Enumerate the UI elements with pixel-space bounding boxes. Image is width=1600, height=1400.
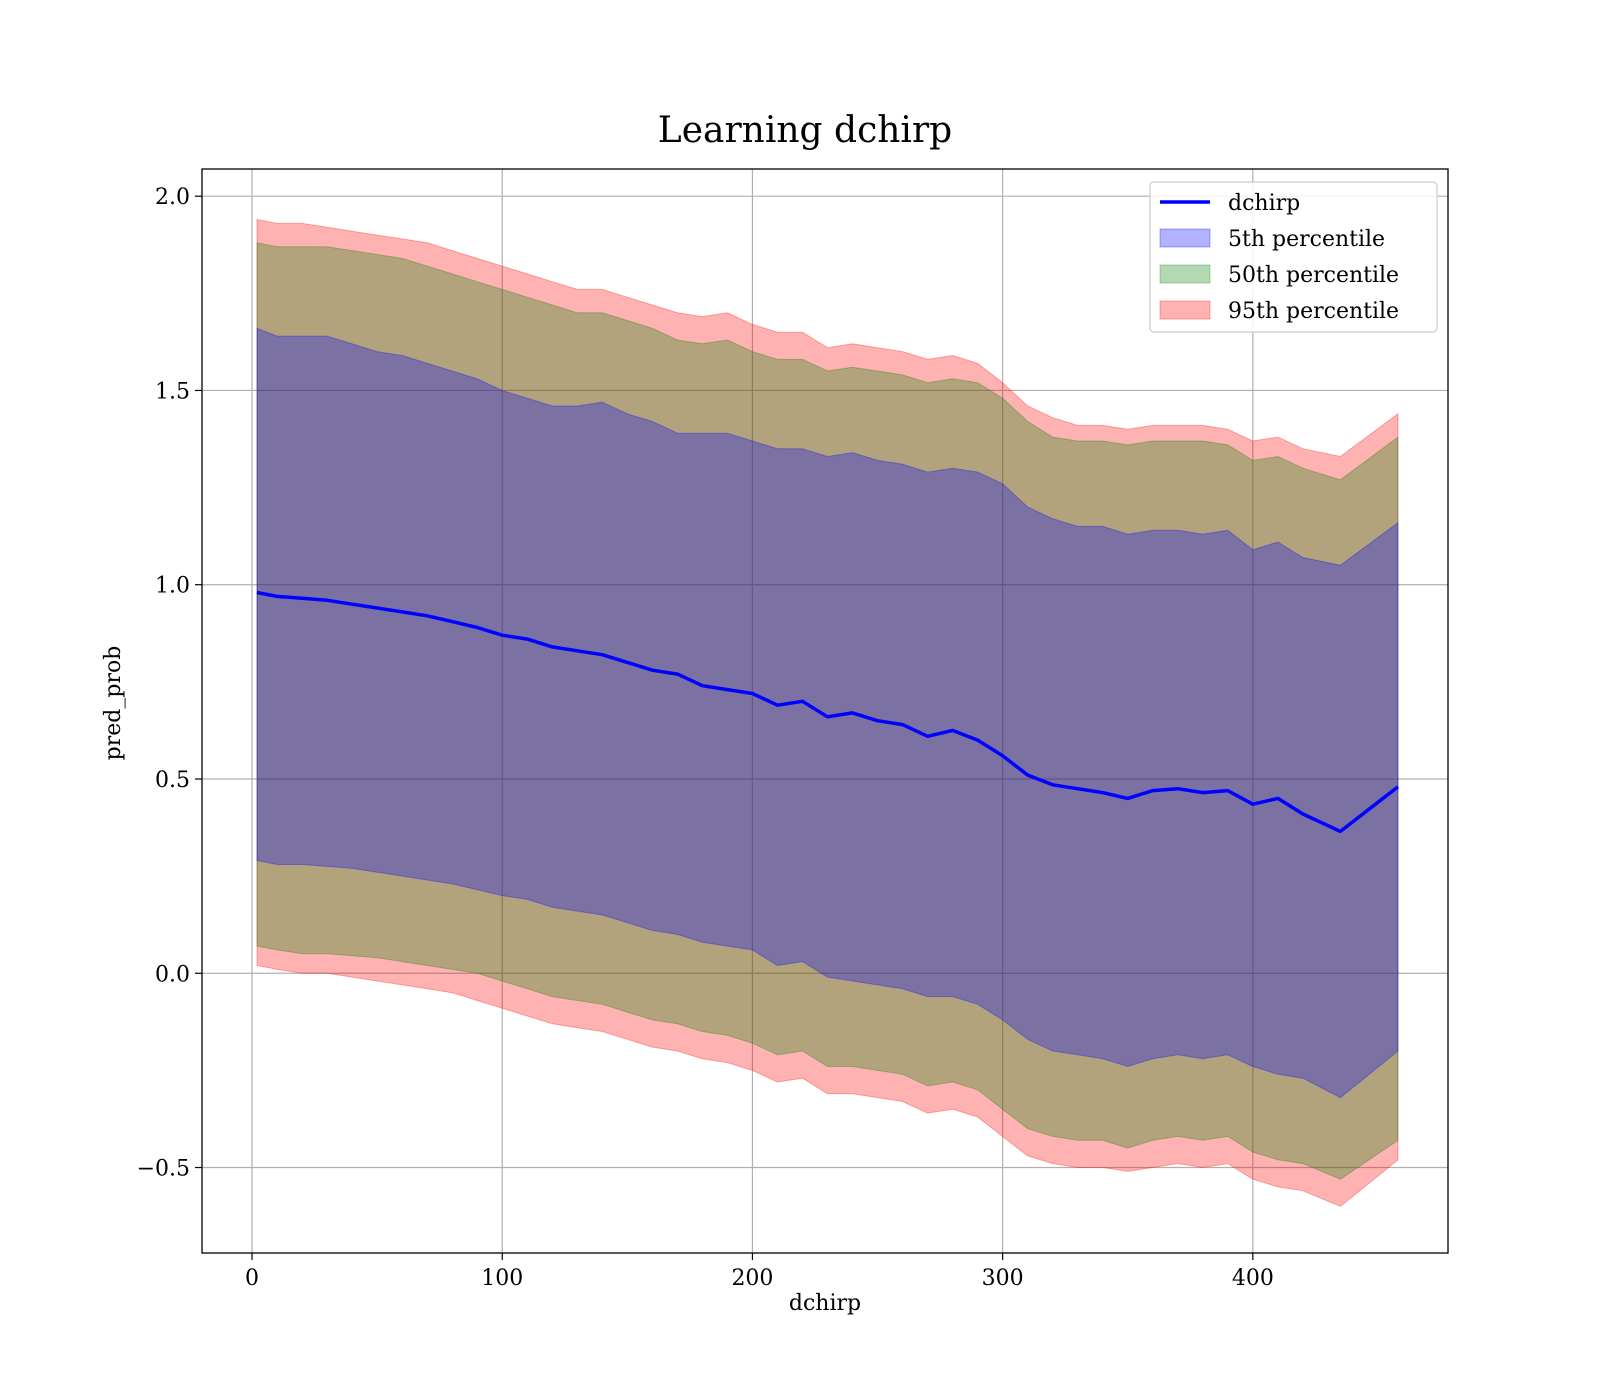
legend-swatch-band — [1159, 264, 1211, 284]
x-axis-label: dchirp — [789, 1291, 861, 1316]
y-tick-label: −0.5 — [137, 1157, 190, 1182]
legend-swatch-band — [1159, 228, 1211, 248]
y-tick-label: 1.0 — [155, 574, 190, 599]
y-tick-label: 0.0 — [155, 962, 190, 987]
y-tick-label: 1.5 — [155, 379, 190, 404]
y-tick-label: 2.0 — [155, 185, 190, 210]
x-tick-label: 0 — [245, 1266, 259, 1291]
series-line-dchirp — [256, 590, 1400, 834]
plot-area: 0 100 200 300 400 −0.5 0.0 0.5 1.0 1.5 2.0 — [137, 168, 1449, 1291]
legend-label: dchirp — [1228, 191, 1300, 216]
y-tick-label: 0.5 — [155, 768, 190, 793]
chart-title: Learning dchirp — [658, 110, 952, 151]
legend-label: 5th percentile — [1228, 227, 1385, 252]
x-tick-label: 100 — [481, 1266, 523, 1291]
legend-swatch-band — [1159, 300, 1211, 320]
legend-label: 95th percentile — [1228, 299, 1399, 324]
band-5th-percentile — [256, 327, 1399, 1099]
legend-label: 50th percentile — [1228, 263, 1399, 288]
y-axis-label: pred_prob — [101, 646, 126, 761]
x-tick-label: 300 — [982, 1266, 1024, 1291]
x-tick-label: 200 — [731, 1266, 773, 1291]
legend-box — [1149, 181, 1438, 333]
band-50th-percentile — [256, 242, 1399, 1180]
axes-frame — [201, 168, 1449, 1254]
band-95th-percentile — [256, 218, 1399, 1207]
x-tick-label: 400 — [1232, 1266, 1274, 1291]
legend: dchirp 5th percentile 50th percentile 95th … — [1149, 181, 1438, 333]
